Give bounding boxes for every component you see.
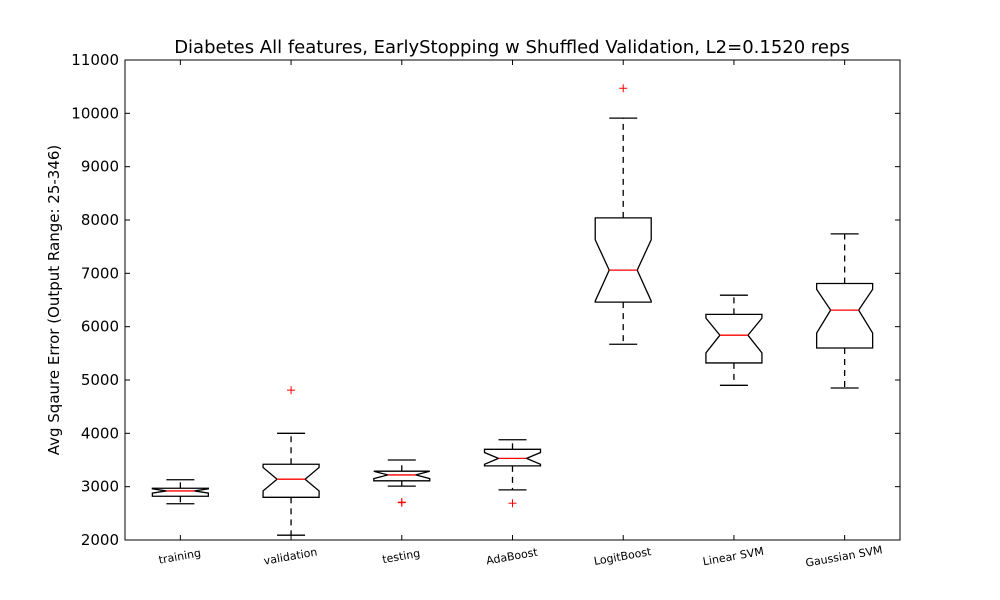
x-tick-label: AdaBoost bbox=[485, 546, 539, 568]
outlier-marker bbox=[508, 499, 517, 508]
outlier-marker bbox=[619, 84, 628, 93]
outlier-marker bbox=[397, 498, 406, 507]
box-1 bbox=[262, 463, 320, 498]
box-5 bbox=[705, 313, 763, 364]
y-tick-label: 9000 bbox=[81, 158, 119, 176]
x-tick-label: training bbox=[158, 546, 202, 566]
box-4 bbox=[594, 217, 652, 303]
box-2 bbox=[373, 470, 431, 482]
chart-title: Diabetes All features, EarlyStopping w S… bbox=[174, 37, 850, 58]
y-tick-label: 8000 bbox=[81, 211, 119, 229]
outlier-marker bbox=[287, 386, 296, 395]
y-tick-label: 10000 bbox=[71, 104, 119, 122]
y-axis-label: Avg Sqaure Error (Output Range: 25-346) bbox=[45, 145, 63, 456]
y-tick-label: 6000 bbox=[81, 318, 119, 336]
y-tick-label: 5000 bbox=[81, 371, 119, 389]
x-tick-label: validation bbox=[263, 545, 319, 567]
x-tick-label: LogitBoost bbox=[593, 545, 653, 568]
plot-area: 2000 3000 4000 5000 6000 7000 8000 9000 10000 110… bbox=[71, 51, 900, 570]
y-tick-label: 7000 bbox=[81, 264, 119, 282]
x-tick-label: testing bbox=[381, 547, 421, 566]
y-tick-label: 3000 bbox=[81, 478, 119, 496]
plot-frame bbox=[124, 59, 901, 541]
y-tick-label: 2000 bbox=[81, 531, 119, 549]
y-tick-label: 4000 bbox=[81, 424, 119, 442]
x-tick-label: Gaussian SVM bbox=[805, 543, 884, 569]
box-3 bbox=[483, 448, 542, 467]
box-0 bbox=[151, 487, 210, 497]
y-tick-label: 11000 bbox=[71, 51, 119, 69]
box-6 bbox=[815, 282, 874, 349]
x-tick-label: Linear SVM bbox=[702, 545, 765, 569]
